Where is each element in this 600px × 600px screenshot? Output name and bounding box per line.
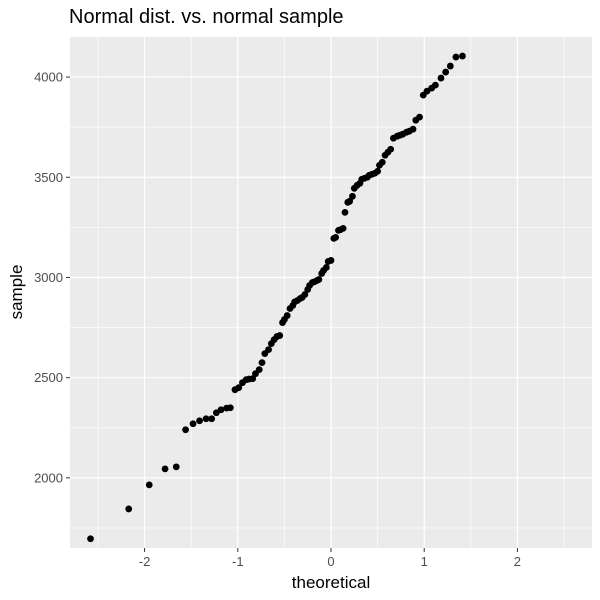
data-point: [378, 158, 386, 166]
data-point: [409, 125, 417, 133]
x-tick-label: 2: [514, 554, 521, 569]
x-tick-label: 0: [327, 554, 334, 569]
data-point: [374, 167, 382, 175]
data-point: [125, 505, 133, 513]
y-tick-label: 4000: [34, 70, 63, 85]
y-tick-label: 3000: [34, 270, 63, 285]
data-point: [161, 465, 169, 473]
data-point: [208, 415, 216, 423]
data-point: [189, 420, 197, 428]
y-axis-title: sample: [7, 265, 26, 320]
data-point: [265, 346, 272, 354]
data-point: [182, 426, 189, 434]
data-point: [315, 276, 323, 283]
y-tick-label: 3500: [34, 170, 63, 185]
data-point: [346, 197, 354, 205]
data-point: [172, 463, 180, 471]
data-point: [322, 264, 330, 271]
data-point: [145, 481, 153, 489]
x-axis: -2 -1 0 1 2: [139, 548, 521, 569]
data-point: [327, 257, 335, 264]
data-point: [446, 62, 454, 70]
data-point: [349, 192, 356, 200]
data-point: [249, 375, 257, 383]
y-tick-label: 2500: [34, 370, 63, 385]
data-point: [202, 415, 210, 423]
y-tick-label: 2000: [34, 470, 63, 485]
data-point: [217, 406, 225, 414]
data-point: [432, 81, 439, 89]
data-point: [283, 312, 291, 319]
data-point: [452, 53, 460, 61]
data-point: [332, 233, 340, 241]
data-point: [235, 384, 243, 392]
data-point: [341, 208, 349, 216]
data-point: [459, 52, 466, 60]
data-point: [226, 404, 234, 412]
y-axis: 2000 2500 3000 3500 4000: [34, 70, 70, 485]
data-point: [442, 68, 450, 76]
x-tick-label: 1: [421, 554, 428, 569]
x-tick-label: -2: [139, 554, 151, 569]
data-point: [196, 417, 203, 425]
x-axis-title: theoretical: [292, 573, 370, 592]
data-point: [301, 291, 309, 298]
data-point: [387, 145, 395, 153]
data-points: [87, 52, 466, 543]
data-point: [255, 366, 263, 374]
x-tick-label: -1: [232, 554, 244, 569]
grid-major: [70, 37, 592, 548]
data-point: [276, 332, 284, 339]
data-point: [416, 113, 423, 121]
chart-title: Normal dist. vs. normal sample: [69, 6, 344, 28]
data-point: [258, 359, 266, 367]
data-point: [339, 224, 347, 232]
data-point: [87, 535, 94, 543]
data-point: [437, 74, 445, 82]
